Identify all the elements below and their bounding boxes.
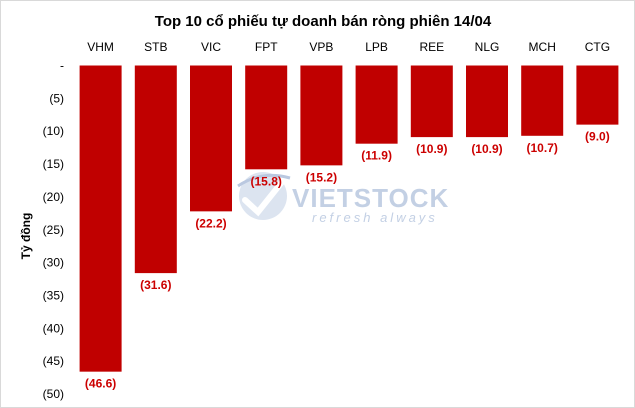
x-category-label: STB: [144, 40, 167, 54]
data-label: (15.2): [306, 170, 337, 184]
y-axis-label: Tỷ đồng: [19, 213, 33, 260]
watermark: VIETSTOCK refresh always: [237, 172, 449, 225]
data-label: (10.7): [527, 141, 558, 155]
bar-stb: [134, 65, 177, 274]
bars: [79, 65, 619, 372]
bar-lpb: [355, 65, 398, 144]
data-label: (46.6): [85, 377, 116, 391]
watermark-tagline: refresh always: [312, 210, 438, 225]
data-label: (15.8): [251, 174, 282, 188]
bar-vpb: [300, 65, 343, 166]
y-tick-label: (50): [43, 387, 64, 401]
x-category-label: LPB: [365, 40, 388, 54]
bar-ree: [410, 65, 453, 138]
y-axis-ticks: - (5) (10) (15) (20) (25) (30) (35) (40) (45) (50): [43, 59, 64, 402]
bar-vhm: [79, 65, 122, 372]
data-label: (10.9): [471, 142, 502, 156]
x-category-label: MCH: [529, 40, 556, 54]
y-tick-label: -: [60, 59, 64, 73]
bar-nlg: [466, 65, 508, 138]
bar-mch: [521, 65, 564, 136]
data-label: (11.9): [361, 149, 392, 163]
chart-title: Top 10 cổ phiếu tự doanh bán ròng phiên …: [155, 13, 492, 30]
y-tick-label: (35): [43, 288, 64, 302]
x-axis-categories: VHM STB VIC FPT VPB LPB REE NLG MCH CTG: [87, 40, 610, 54]
y-tick-label: (30): [43, 256, 64, 270]
x-category-label: VHM: [87, 40, 114, 54]
bar-fpt: [245, 65, 288, 170]
y-tick-label: (15): [43, 157, 64, 171]
y-tick-label: (10): [43, 124, 64, 138]
y-tick-label: (5): [49, 91, 64, 105]
y-tick-label: (25): [43, 223, 64, 237]
bar-ctg: [576, 65, 619, 125]
y-tick-label: (45): [43, 354, 64, 368]
data-label: (22.2): [195, 216, 226, 230]
data-label: (10.9): [416, 142, 447, 156]
data-labels: (46.6) (31.6) (22.2) (15.8) (15.2) (11.9) (10.…: [85, 130, 610, 391]
x-category-label: CTG: [585, 40, 610, 54]
bar-vic: [190, 65, 232, 212]
x-category-label: VPB: [309, 40, 333, 54]
data-label: (9.0): [585, 130, 610, 144]
data-label: (31.6): [140, 278, 171, 292]
vietstock-logo-icon: [237, 172, 291, 220]
x-category-label: VIC: [201, 40, 221, 54]
y-tick-label: (20): [43, 190, 64, 204]
x-category-label: NLG: [475, 40, 500, 54]
watermark-brand: VIETSTOCK: [292, 183, 449, 213]
x-category-label: FPT: [255, 40, 278, 54]
x-category-label: REE: [419, 40, 444, 54]
y-tick-label: (40): [43, 321, 64, 335]
